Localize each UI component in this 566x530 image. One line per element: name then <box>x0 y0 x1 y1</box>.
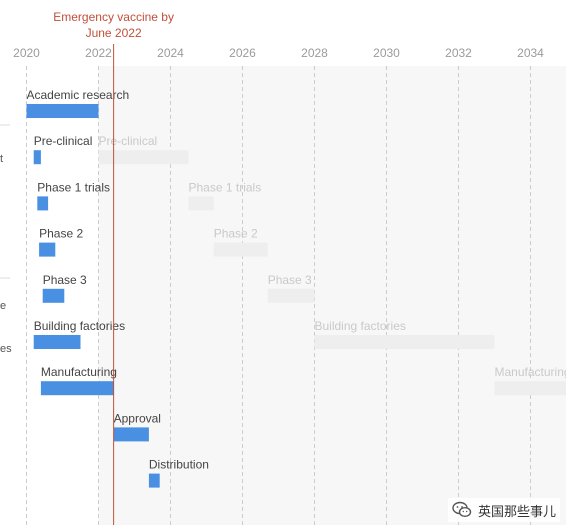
bar-7 <box>113 427 149 442</box>
ghost-label-3: Phase 2 <box>214 227 258 241</box>
bar-3 <box>39 242 56 257</box>
ghost-bar-2 <box>188 196 214 211</box>
ghost-label-4: Phase 3 <box>268 273 312 287</box>
bar-label-2: Phase 1 trials <box>37 180 110 194</box>
bar-label-1: Pre-clinical <box>34 134 93 148</box>
bar-label-0: Academic research <box>27 88 130 102</box>
x-tick-label-2020: 2020 <box>13 46 40 60</box>
ghost-bar-5 <box>314 335 495 349</box>
bar-2 <box>37 196 49 211</box>
bar-label-5: Building factories <box>34 319 125 333</box>
x-tick-label-2034: 2034 <box>517 46 544 60</box>
bar-label-7: Approval <box>114 411 161 425</box>
ghost-bar-6 <box>494 381 566 396</box>
watermark-text: 英国那些事儿 <box>477 504 556 520</box>
x-tick-label-2030: 2030 <box>373 46 400 60</box>
bar-1 <box>33 150 41 165</box>
ghost-label-6: Manufacturing <box>495 365 566 379</box>
bar-5 <box>33 335 81 349</box>
ghost-label-1: Pre-clinical <box>99 134 158 148</box>
wechat-icon <box>452 501 472 518</box>
bar-label-6: Manufacturing <box>41 365 117 379</box>
bar-4 <box>42 288 65 303</box>
annotation-text-0: Emergency vaccine by <box>53 10 174 24</box>
bar-label-3: Phase 2 <box>39 227 83 241</box>
ghost-bar-1 <box>98 150 189 165</box>
left-cut-label-2: es <box>0 343 12 355</box>
bar-label-8: Distribution <box>149 458 209 472</box>
ghost-bar-3 <box>213 242 268 257</box>
x-tick-label-2024: 2024 <box>157 46 184 60</box>
bar-0 <box>26 104 99 118</box>
ghost-label-2: Phase 1 trials <box>189 180 262 194</box>
future-shade <box>98 66 566 525</box>
bar-6 <box>40 381 114 396</box>
left-cut-label-1: e <box>0 300 6 312</box>
x-tick-label-2022: 2022 <box>85 46 112 60</box>
x-tick-label-2028: 2028 <box>301 46 328 60</box>
bar-label-4: Phase 3 <box>43 273 87 287</box>
left-cut-label-0: t <box>0 153 3 165</box>
ghost-bar-4 <box>267 288 315 303</box>
annotation-text-1: June 2022 <box>86 26 142 40</box>
x-tick-label-2026: 2026 <box>229 46 256 60</box>
bar-8 <box>148 473 160 488</box>
x-tick-label-2032: 2032 <box>445 46 472 60</box>
ghost-label-5: Building factories <box>315 319 406 333</box>
watermark: 英国那些事儿 <box>447 498 560 522</box>
